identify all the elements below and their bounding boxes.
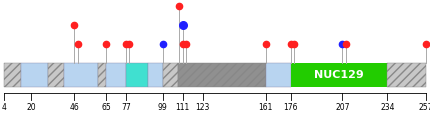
- Bar: [387, 63, 426, 86]
- Bar: [126, 63, 147, 86]
- Text: 111: 111: [175, 103, 190, 112]
- Bar: [98, 63, 106, 86]
- Point: [74, 43, 81, 45]
- Bar: [4, 63, 21, 86]
- Text: 20: 20: [26, 103, 36, 112]
- Text: 176: 176: [283, 103, 298, 112]
- Point: [262, 43, 269, 45]
- Point: [291, 43, 298, 45]
- Point: [287, 43, 294, 45]
- Text: 234: 234: [380, 103, 395, 112]
- Point: [339, 43, 346, 45]
- Text: 77: 77: [121, 103, 131, 112]
- Point: [182, 43, 189, 45]
- Point: [176, 5, 183, 7]
- Text: 4: 4: [2, 103, 7, 112]
- Point: [179, 43, 186, 45]
- Bar: [178, 63, 266, 86]
- Text: 46: 46: [69, 103, 79, 112]
- Bar: [64, 63, 98, 86]
- Point: [126, 43, 133, 45]
- Bar: [98, 63, 106, 86]
- Point: [159, 43, 166, 45]
- Bar: [147, 63, 163, 86]
- Text: 161: 161: [258, 103, 273, 112]
- Bar: [387, 63, 426, 86]
- Text: 65: 65: [101, 103, 111, 112]
- Point: [179, 24, 186, 26]
- Text: 123: 123: [195, 103, 210, 112]
- Bar: [21, 63, 48, 86]
- Point: [342, 43, 349, 45]
- Bar: [4, 63, 21, 86]
- Point: [123, 43, 129, 45]
- Bar: [4, 63, 426, 86]
- Text: 99: 99: [158, 103, 167, 112]
- Bar: [163, 63, 178, 86]
- Point: [71, 24, 78, 26]
- Point: [422, 43, 429, 45]
- Bar: [178, 63, 266, 86]
- Bar: [291, 63, 387, 86]
- Bar: [163, 63, 178, 86]
- Bar: [106, 63, 126, 86]
- Point: [102, 43, 109, 45]
- Bar: [48, 63, 64, 86]
- Text: 257: 257: [418, 103, 430, 112]
- Text: 207: 207: [335, 103, 350, 112]
- Text: NUC129: NUC129: [314, 70, 364, 80]
- Bar: [48, 63, 64, 86]
- Bar: [266, 63, 291, 86]
